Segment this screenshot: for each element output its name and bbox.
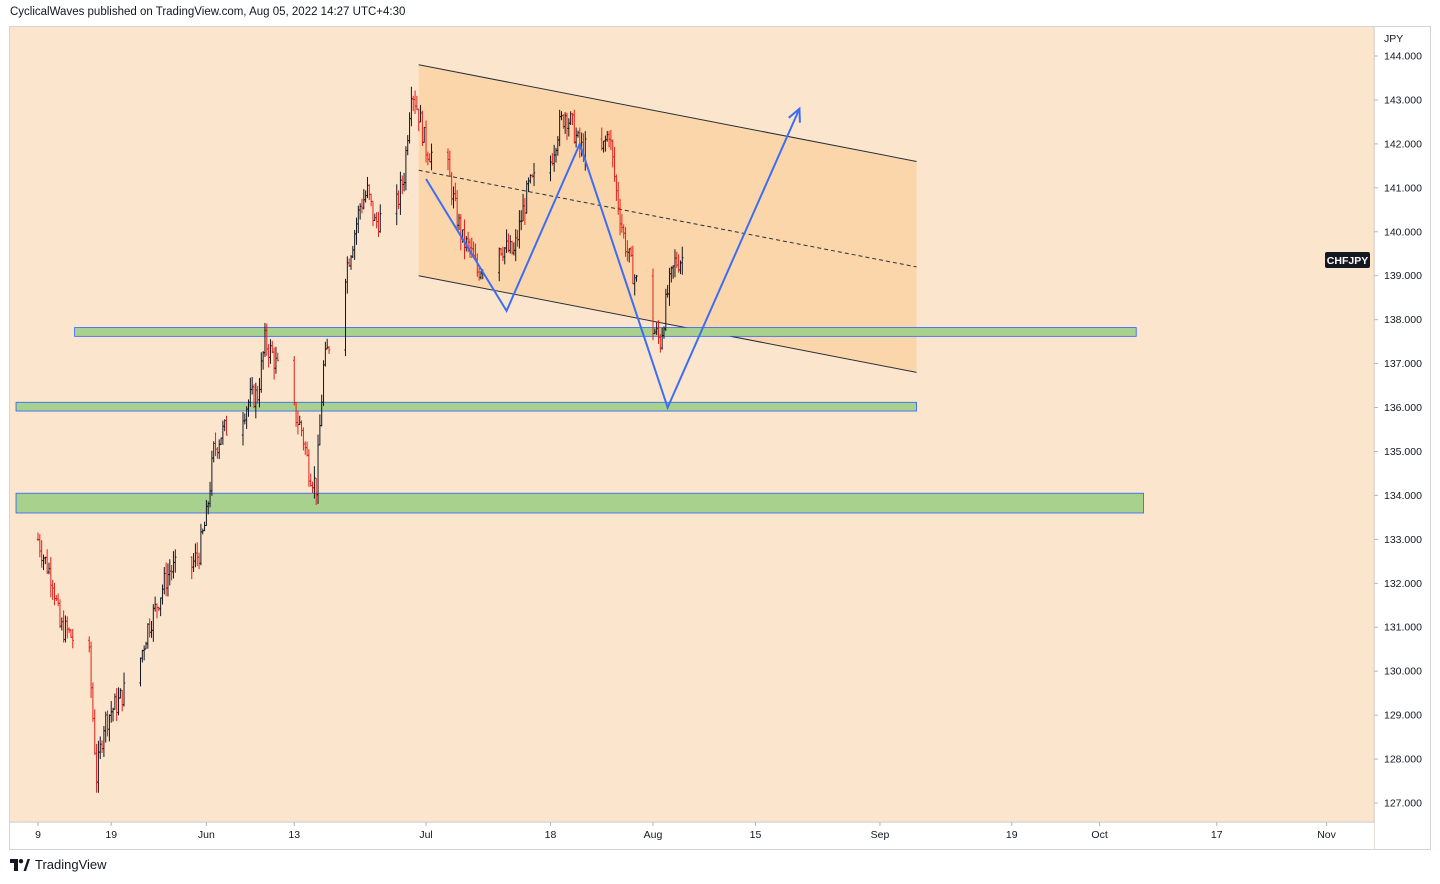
time-tick-label: 19	[105, 829, 117, 841]
time-axis-bg	[10, 823, 1374, 849]
chart-frame	[9, 26, 1431, 850]
price-tick-label: 142.000	[1384, 138, 1422, 150]
price-tick-label: 139.000	[1384, 270, 1422, 282]
brand-name[interactable]: TradingView	[35, 857, 107, 872]
time-tick-label: Aug	[644, 829, 663, 841]
support-resistance-zones[interactable]	[15, 327, 1144, 514]
price-tick-label: 135.000	[1384, 446, 1422, 458]
time-tick-label: 15	[750, 829, 762, 841]
symbol-badge-bg	[1325, 252, 1370, 268]
price-axis[interactable]: 144.000 143.000 142.000 141.000 140.000 139.0…	[1373, 27, 1430, 849]
price-tick-label: 144.000	[1384, 51, 1422, 63]
time-tick-label: 19	[1006, 829, 1018, 841]
time-tick-label: 18	[545, 829, 557, 841]
price-tick-label: 129.000	[1384, 710, 1422, 722]
price-tick-label: 130.000	[1384, 666, 1422, 678]
wave-projection[interactable]	[425, 106, 801, 411]
channel-mid-line	[418, 169, 917, 268]
price-tick-label: 133.000	[1384, 534, 1422, 546]
price-tick-label: 143.000	[1384, 94, 1422, 106]
time-tick-label: 13	[288, 829, 300, 841]
footer: TradingView	[10, 857, 107, 872]
channel-upper-line	[418, 64, 917, 162]
price-tick-label: 127.000	[1384, 798, 1422, 810]
price-tick-label: 132.000	[1384, 578, 1422, 590]
descending-channel[interactable]	[418, 64, 917, 373]
price-tick-label: 138.000	[1384, 314, 1422, 326]
price-tick-label: 134.000	[1384, 490, 1422, 502]
price-tick-label: 128.000	[1384, 754, 1422, 766]
price-tick-label: 131.000	[1384, 622, 1422, 634]
price-tick-label: 140.000	[1384, 226, 1422, 238]
time-tick-label: Sep	[871, 829, 890, 841]
time-tick-label: Nov	[1317, 829, 1336, 841]
time-tick-label: 9	[35, 829, 41, 841]
time-axis[interactable]: 9 19 Jun 13 Jul 18 Aug 15 Sep 19 Oct 17 Nov	[10, 821, 1374, 849]
price-tick-label: 141.000	[1384, 182, 1422, 194]
price-candles	[36, 86, 684, 793]
support-zone-1	[74, 327, 1137, 337]
symbol-label: CHFJPY	[1327, 255, 1368, 267]
publication-info: CyclicalWaves published on TradingView.c…	[10, 6, 406, 18]
channel-lower-line	[418, 275, 917, 373]
support-zone-2	[15, 401, 917, 412]
support-zone-3	[15, 492, 1144, 514]
price-tick-label: 137.000	[1384, 358, 1422, 370]
time-tick-label: Jun	[198, 829, 215, 841]
currency-label: JPY	[1384, 33, 1403, 45]
tradingview-logo-icon[interactable]	[10, 858, 30, 871]
wave-path	[425, 108, 801, 411]
price-axis-bg	[1375, 27, 1430, 849]
symbol-badge[interactable]: CHFJPY	[1325, 252, 1370, 268]
wave-arrowhead	[788, 106, 801, 123]
time-tick-label: Oct	[1091, 829, 1107, 841]
time-tick-label: Jul	[419, 829, 432, 841]
price-tick-label: 136.000	[1384, 402, 1422, 414]
time-tick-label: 17	[1211, 829, 1223, 841]
